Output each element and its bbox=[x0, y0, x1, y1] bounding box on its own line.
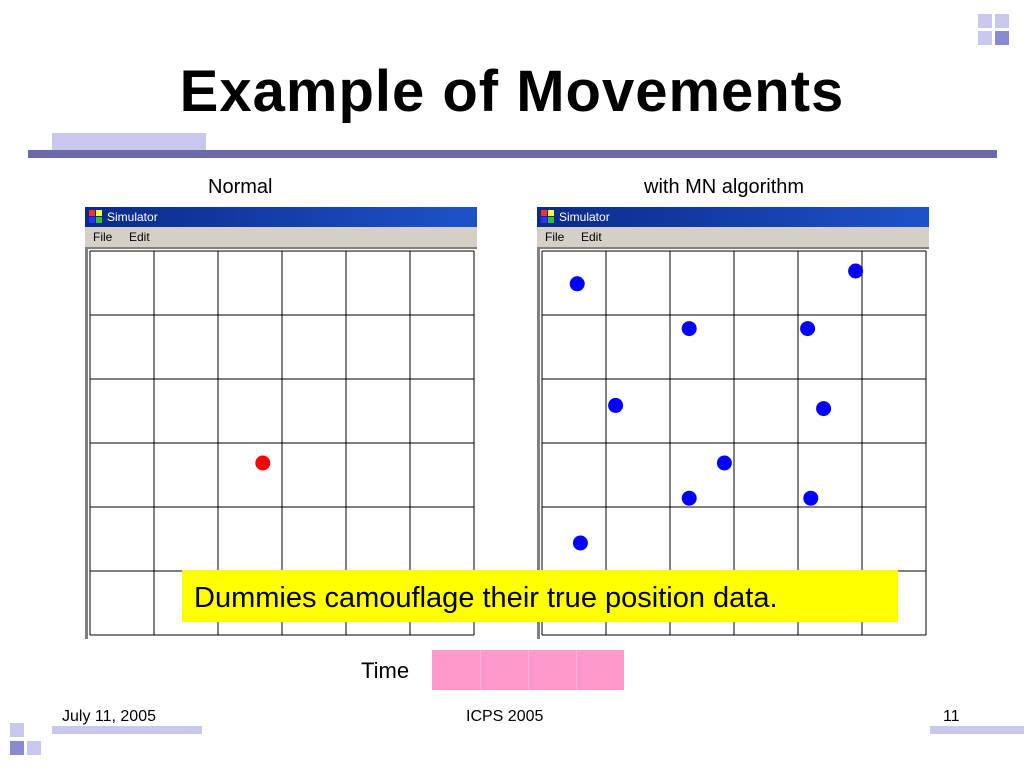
window-titlebar[interactable]: Simulator bbox=[85, 207, 477, 227]
position-dot bbox=[255, 455, 271, 471]
time-segment-divider bbox=[528, 650, 529, 690]
corner-square bbox=[995, 31, 1009, 45]
corner-square bbox=[10, 741, 24, 755]
app-icon bbox=[541, 210, 555, 224]
position-dot bbox=[716, 455, 732, 471]
position-dot bbox=[569, 276, 585, 292]
app-icon bbox=[89, 210, 103, 224]
menu-file[interactable]: File bbox=[545, 230, 565, 244]
menu-bar: File Edit bbox=[537, 227, 929, 249]
menu-bar: File Edit bbox=[85, 227, 477, 249]
callout-banner: Dummies camouflage their true position d… bbox=[182, 570, 898, 622]
position-dot bbox=[608, 397, 624, 413]
corner-square bbox=[10, 723, 24, 737]
position-dot bbox=[800, 321, 816, 337]
corner-square bbox=[995, 14, 1009, 28]
position-dot bbox=[848, 263, 864, 279]
time-label: Time bbox=[361, 658, 410, 683]
time-progress-bar bbox=[432, 650, 624, 690]
page-title: Example of Movements bbox=[179, 59, 845, 124]
corner-square bbox=[27, 741, 41, 755]
menu-edit[interactable]: Edit bbox=[129, 230, 150, 244]
footer-date: July 11, 2005 bbox=[62, 708, 156, 725]
footer-accent-bar bbox=[930, 726, 1024, 734]
position-dot bbox=[681, 490, 697, 506]
position-dot bbox=[681, 321, 697, 337]
mn-caption: with MN algorithm bbox=[644, 176, 805, 198]
menu-edit[interactable]: Edit bbox=[581, 230, 602, 244]
window-titlebar[interactable]: Simulator bbox=[537, 207, 929, 227]
footer-conference: ICPS 2005 bbox=[466, 708, 544, 725]
position-dot bbox=[572, 535, 588, 551]
menu-file[interactable]: File bbox=[93, 230, 113, 244]
time-segment-divider bbox=[576, 650, 577, 690]
window-title: Simulator bbox=[107, 210, 158, 224]
corner-square bbox=[978, 14, 992, 28]
title-divider bbox=[28, 150, 997, 158]
position-dot bbox=[803, 490, 819, 506]
window-title: Simulator bbox=[559, 210, 610, 224]
footer-accent-bar bbox=[52, 726, 202, 734]
footer-page-number: 11 bbox=[943, 708, 960, 725]
normal-caption: Normal bbox=[208, 176, 273, 198]
time-segment-divider bbox=[480, 650, 481, 690]
corner-square bbox=[978, 31, 992, 45]
position-dot bbox=[816, 401, 832, 417]
title-accent-bar bbox=[52, 133, 206, 150]
